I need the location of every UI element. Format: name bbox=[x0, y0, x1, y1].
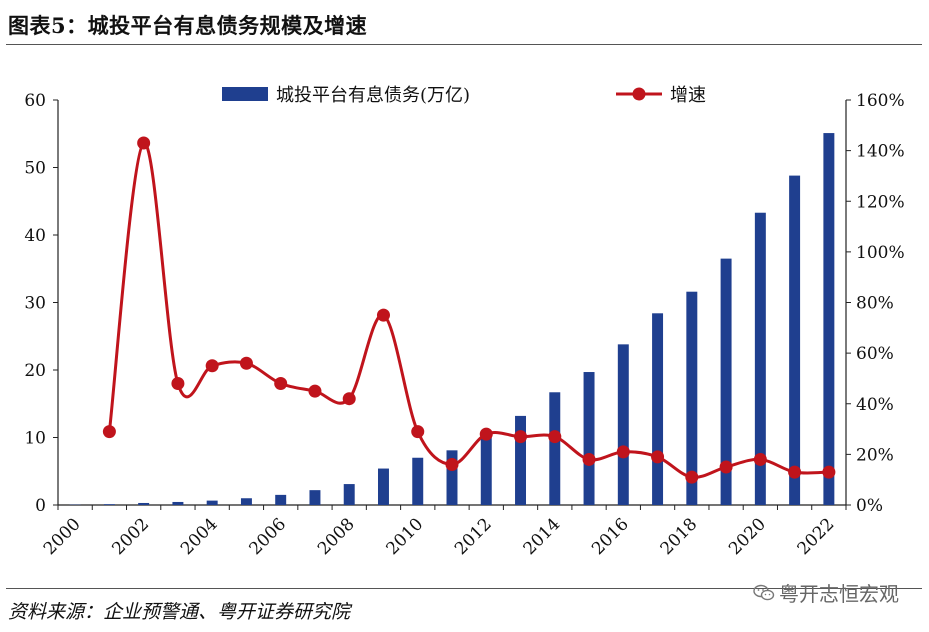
debt-bar bbox=[583, 372, 595, 505]
x-axis-tick-label: 2020 bbox=[725, 514, 770, 559]
debt-bar bbox=[515, 415, 527, 505]
debt-bar bbox=[412, 457, 424, 505]
left-axis-tick-label: 10 bbox=[24, 429, 46, 449]
x-axis-tick-label: 2010 bbox=[383, 514, 428, 559]
debt-bar bbox=[377, 468, 389, 505]
right-axis-tick-label: 160% bbox=[856, 91, 905, 111]
growth-point bbox=[342, 392, 356, 406]
debt-bar bbox=[240, 498, 252, 505]
x-axis-tick-label: 2008 bbox=[314, 514, 359, 559]
growth-point bbox=[274, 377, 288, 390]
x-axis-tick-label: 2002 bbox=[108, 514, 153, 559]
debt-bar bbox=[549, 392, 561, 505]
x-axis-tick-label: 2018 bbox=[657, 514, 702, 559]
debt-bar bbox=[138, 502, 150, 505]
x-axis-tick-label: 2016 bbox=[588, 514, 633, 559]
growth-point bbox=[137, 136, 151, 150]
legend-label-debt: 城投平台有息债务(万亿) bbox=[276, 85, 470, 106]
debt-bar bbox=[754, 212, 766, 505]
source-note: 资料来源：企业预警通、粤开证券研究院 bbox=[8, 601, 351, 623]
left-axis-tick-label: 40 bbox=[24, 226, 46, 246]
debt-bar bbox=[103, 504, 115, 505]
left-axis-tick-label: 50 bbox=[24, 159, 46, 179]
right-axis-tick-label: 100% bbox=[856, 243, 905, 263]
growth-point bbox=[308, 384, 322, 398]
watermark-text: 粤开志恒宏观 bbox=[779, 582, 899, 606]
chart: 0 10 20 30 40 50 60 0% 20% 40% 60% 80% 100% 120% 140% 1… bbox=[24, 85, 905, 559]
growth-point bbox=[548, 430, 562, 444]
growth-point bbox=[479, 427, 493, 441]
left-axis-tick-label: 0 bbox=[35, 496, 46, 516]
debt-bar bbox=[172, 501, 184, 505]
growth-point bbox=[788, 465, 802, 479]
title-rule bbox=[6, 44, 922, 45]
growth-point bbox=[205, 359, 219, 373]
debt-bar bbox=[343, 484, 355, 505]
right-axis-tick-label: 80% bbox=[856, 294, 894, 314]
growth-point bbox=[582, 452, 596, 466]
x-axis-tick-label: 2022 bbox=[794, 514, 839, 559]
debt-bar bbox=[206, 500, 218, 505]
legend-swatch-debt bbox=[222, 87, 268, 101]
left-axis-tick-label: 60 bbox=[24, 91, 46, 111]
growth-point bbox=[171, 377, 185, 390]
right-axis-tick-label: 40% bbox=[856, 395, 894, 415]
growth-point bbox=[651, 450, 665, 464]
growth-point bbox=[102, 425, 116, 439]
growth-point bbox=[514, 430, 528, 444]
right-axis-tick-label: 60% bbox=[856, 344, 894, 364]
debt-bar bbox=[446, 450, 458, 505]
growth-point bbox=[445, 458, 459, 471]
debt-bar bbox=[480, 434, 492, 505]
right-axis-tick-label: 20% bbox=[856, 445, 894, 465]
x-axis-tick-label: 2014 bbox=[520, 514, 565, 559]
growth-point bbox=[719, 460, 733, 474]
debt-bar bbox=[652, 313, 664, 505]
left-axis-tick-label: 20 bbox=[24, 361, 46, 381]
right-axis-tick-label: 0% bbox=[856, 496, 883, 516]
growth-point bbox=[822, 465, 836, 479]
x-axis-tick-label: 2004 bbox=[177, 514, 222, 559]
growth-point bbox=[376, 308, 390, 322]
left-axis-tick-label: 30 bbox=[24, 294, 46, 314]
x-axis-tick-label: 2000 bbox=[40, 514, 85, 559]
growth-point bbox=[685, 470, 699, 484]
legend-label-growth: 增速 bbox=[670, 85, 706, 106]
legend-swatch-growth-point bbox=[632, 87, 646, 101]
growth-point bbox=[239, 356, 253, 370]
debt-bar bbox=[720, 258, 732, 505]
watermark: 粤开志恒宏观 bbox=[753, 578, 899, 607]
debt-bar bbox=[275, 494, 287, 505]
source-rule bbox=[6, 588, 922, 589]
debt-bar bbox=[789, 175, 801, 505]
wechat-icon bbox=[753, 584, 775, 600]
debt-bar bbox=[686, 291, 698, 505]
debt-bar bbox=[617, 344, 629, 505]
debt-bar bbox=[823, 133, 835, 505]
growth-point bbox=[411, 425, 425, 439]
debt-bar bbox=[309, 490, 321, 505]
x-axis-tick-label: 2012 bbox=[451, 514, 496, 559]
figure-title: 图表5：城投平台有息债务规模及增速 bbox=[8, 13, 368, 38]
right-axis-tick-label: 140% bbox=[856, 142, 905, 162]
x-axis-tick-label: 2006 bbox=[245, 514, 290, 559]
growth-point bbox=[616, 445, 630, 459]
growth-point bbox=[753, 452, 767, 466]
right-axis-tick-label: 120% bbox=[856, 192, 905, 212]
